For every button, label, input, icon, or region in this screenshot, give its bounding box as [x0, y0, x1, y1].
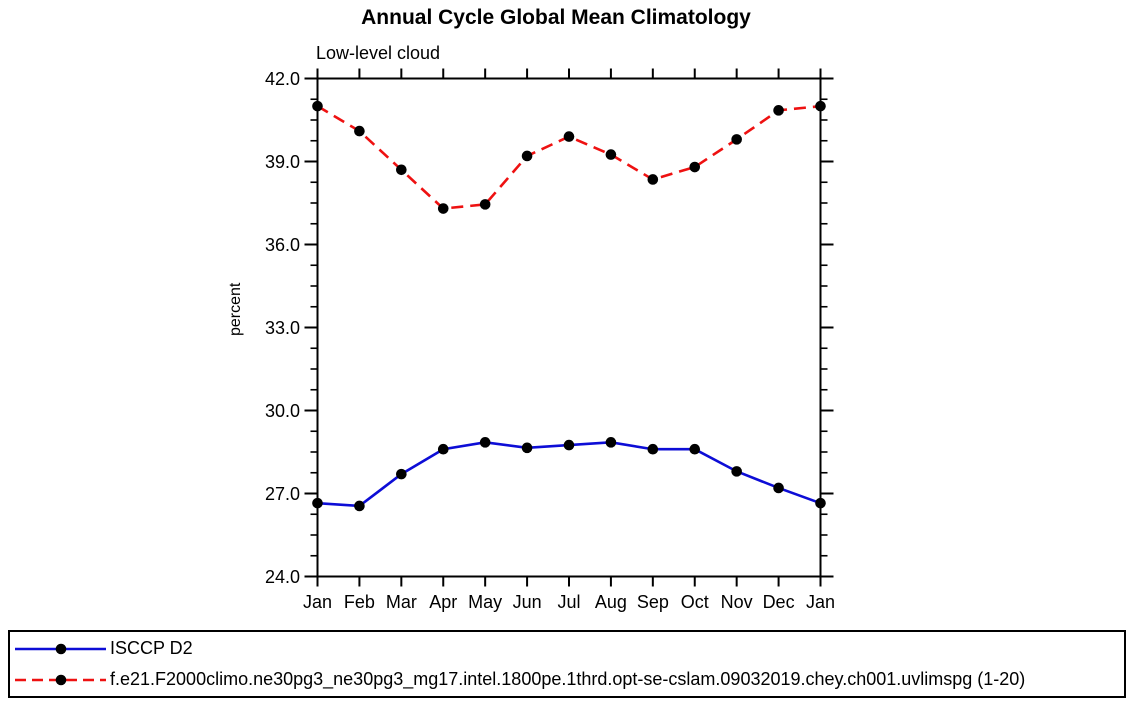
series-0-marker [773, 482, 784, 494]
chart-subtitle: Low-level cloud [316, 43, 441, 63]
series-1-marker [647, 174, 659, 185]
legend-line-dashed-icon [15, 674, 106, 685]
x-axis-tick-label: Jul [557, 592, 581, 612]
y-axis-tick-label: 39.0 [264, 151, 300, 172]
series-1-marker [689, 161, 701, 173]
series-0-marker [521, 442, 533, 454]
y-axis-tick-label: 33.0 [264, 317, 300, 338]
series-1-marker [354, 125, 365, 137]
series-0-marker [354, 500, 365, 512]
series-1-marker [773, 105, 784, 116]
series-1-marker [312, 100, 323, 112]
series-1-marker [563, 131, 575, 142]
series-0-marker [396, 468, 407, 480]
legend-box: ISCCP D2 f.e21.F2000climo.ne30pg3_ne30pg… [8, 630, 1126, 698]
x-axis-tick-label: Nov [720, 592, 753, 612]
legend-line-solid-icon [15, 643, 106, 654]
y-axis-tick-label: 42.0 [264, 68, 300, 89]
y-axis-tick-label: 27.0 [264, 483, 300, 504]
series-line-0 [317, 441, 821, 508]
x-axis-tick-label: Sep [636, 592, 669, 612]
y-axis-tick-label: 24.0 [264, 566, 300, 587]
series-0-marker [689, 443, 701, 455]
series-0-marker [563, 439, 575, 451]
x-axis-tick-label: Dec [762, 592, 795, 612]
x-axis-tick-label: Aug [594, 592, 627, 612]
y-axis-tick-label: 36.0 [264, 234, 300, 255]
legend-entry-model-run: f.e21.F2000climo.ne30pg3_ne30pg3_mg17.in… [10, 665, 1124, 695]
series-1-marker [815, 100, 826, 112]
y-axis-tick-label: 30.0 [264, 400, 300, 421]
legend-marker-dot [55, 674, 67, 685]
x-axis-tick-label: Mar [385, 592, 417, 612]
series-0-marker [479, 437, 491, 448]
series-1-marker [437, 203, 449, 214]
x-axis-tick-label: Jun [512, 592, 542, 612]
legend-label-isccp-d2: ISCCP D2 [110, 638, 193, 658]
series-0-marker [437, 443, 449, 455]
legend-entry-isccp-d2: ISCCP D2 [10, 634, 1124, 664]
plot-area [304, 68, 834, 587]
series-0-marker [312, 497, 323, 509]
x-axis-tick-label: Oct [680, 592, 709, 612]
series-0-marker [647, 443, 659, 455]
legend-label-model-run: f.e21.F2000climo.ne30pg3_ne30pg3_mg17.in… [110, 669, 1026, 689]
series-0-marker [815, 497, 826, 509]
series-1-marker [479, 199, 491, 210]
x-axis-tick-label: May [468, 592, 503, 612]
x-axis-tick-label: Apr [429, 592, 458, 612]
x-axis-tick-label: Jan [302, 592, 333, 612]
chart-title: Annual Cycle Global Mean Climatology [361, 6, 751, 29]
x-axis-tick-label: Jan [805, 592, 836, 612]
series-1-marker [731, 134, 742, 145]
legend-marker-dot [55, 643, 67, 654]
series-1-marker [396, 164, 407, 176]
series-line-1 [316, 104, 821, 210]
series-0-marker [605, 437, 617, 448]
series-0-marker [731, 466, 742, 477]
series-1-marker [521, 150, 533, 162]
series-1-marker [605, 149, 617, 160]
x-axis-tick-label: Feb [343, 592, 375, 612]
